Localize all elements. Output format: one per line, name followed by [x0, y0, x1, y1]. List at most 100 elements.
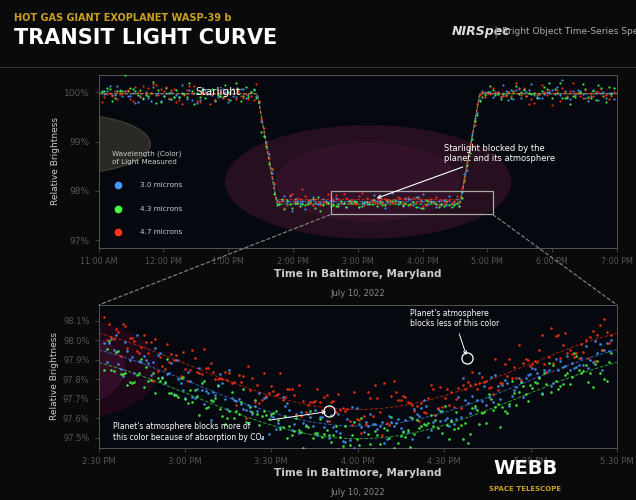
Point: [520, 390, 530, 398]
Circle shape: [0, 113, 150, 175]
Point: [453, 384, 464, 392]
Point: [97, 88, 107, 96]
Point: [486, 373, 496, 381]
Point: [502, 372, 512, 380]
Point: [550, 88, 560, 96]
Y-axis label: Relative Brightness: Relative Brightness: [50, 117, 60, 205]
Point: [266, 169, 277, 177]
Point: [323, 199, 333, 207]
Point: [266, 410, 276, 418]
Point: [120, 370, 130, 378]
Point: [269, 180, 279, 188]
Point: [403, 398, 413, 406]
Point: [467, 392, 478, 400]
Point: [372, 198, 382, 206]
Point: [243, 418, 253, 426]
Point: [263, 430, 273, 438]
Point: [598, 92, 609, 100]
Point: [479, 382, 489, 390]
Point: [502, 409, 512, 417]
Point: [377, 198, 387, 206]
Point: [162, 370, 172, 378]
Point: [331, 202, 341, 210]
Point: [389, 444, 399, 452]
Point: [195, 96, 205, 104]
Point: [418, 396, 429, 404]
Point: [380, 195, 390, 203]
Point: [251, 80, 261, 88]
Point: [261, 140, 272, 148]
Point: [225, 90, 235, 98]
Point: [518, 84, 529, 92]
Point: [241, 84, 251, 92]
Point: [272, 202, 282, 209]
Point: [208, 368, 218, 376]
Point: [502, 379, 512, 387]
Point: [192, 100, 202, 108]
Point: [418, 408, 429, 416]
Point: [109, 94, 120, 102]
Point: [403, 200, 413, 208]
Point: [483, 88, 493, 96]
Point: [328, 196, 338, 203]
Point: [430, 411, 440, 419]
Point: [504, 400, 515, 408]
Point: [585, 369, 595, 377]
Point: [377, 418, 387, 426]
Point: [128, 88, 138, 96]
Point: [362, 198, 372, 206]
Point: [215, 370, 225, 378]
Point: [273, 418, 283, 426]
Point: [396, 432, 406, 440]
Point: [314, 398, 324, 406]
Point: [228, 92, 238, 100]
Point: [604, 339, 614, 347]
Point: [212, 92, 223, 100]
Point: [254, 98, 264, 106]
Point: [118, 372, 128, 380]
Point: [500, 406, 510, 414]
Point: [104, 320, 114, 328]
Point: [120, 338, 130, 345]
Point: [210, 97, 220, 105]
Point: [530, 378, 540, 386]
Point: [298, 185, 308, 193]
Point: [112, 87, 122, 95]
Point: [179, 90, 190, 98]
Point: [160, 378, 170, 386]
Point: [277, 422, 287, 430]
Point: [303, 423, 313, 431]
Point: [493, 400, 503, 408]
Point: [581, 361, 591, 369]
Point: [391, 419, 401, 427]
Point: [557, 84, 567, 92]
Point: [586, 90, 596, 98]
Point: [429, 199, 439, 207]
Point: [441, 198, 452, 206]
Point: [513, 374, 523, 382]
Point: [495, 380, 505, 388]
Point: [212, 94, 223, 102]
Point: [308, 201, 318, 209]
Point: [544, 79, 555, 87]
Point: [321, 198, 331, 206]
Point: [305, 198, 315, 206]
Point: [495, 423, 505, 431]
Point: [268, 409, 279, 417]
Point: [354, 202, 364, 210]
Point: [102, 86, 112, 94]
Point: [254, 421, 265, 429]
Point: [560, 86, 570, 94]
Point: [583, 97, 593, 105]
Point: [318, 194, 328, 202]
Point: [467, 368, 478, 376]
Point: [107, 96, 117, 104]
Point: [569, 354, 579, 362]
Point: [190, 100, 200, 108]
Point: [180, 395, 190, 403]
Point: [462, 157, 472, 165]
Point: [588, 384, 598, 392]
Point: [481, 402, 491, 409]
Point: [308, 422, 318, 430]
Point: [428, 422, 438, 430]
